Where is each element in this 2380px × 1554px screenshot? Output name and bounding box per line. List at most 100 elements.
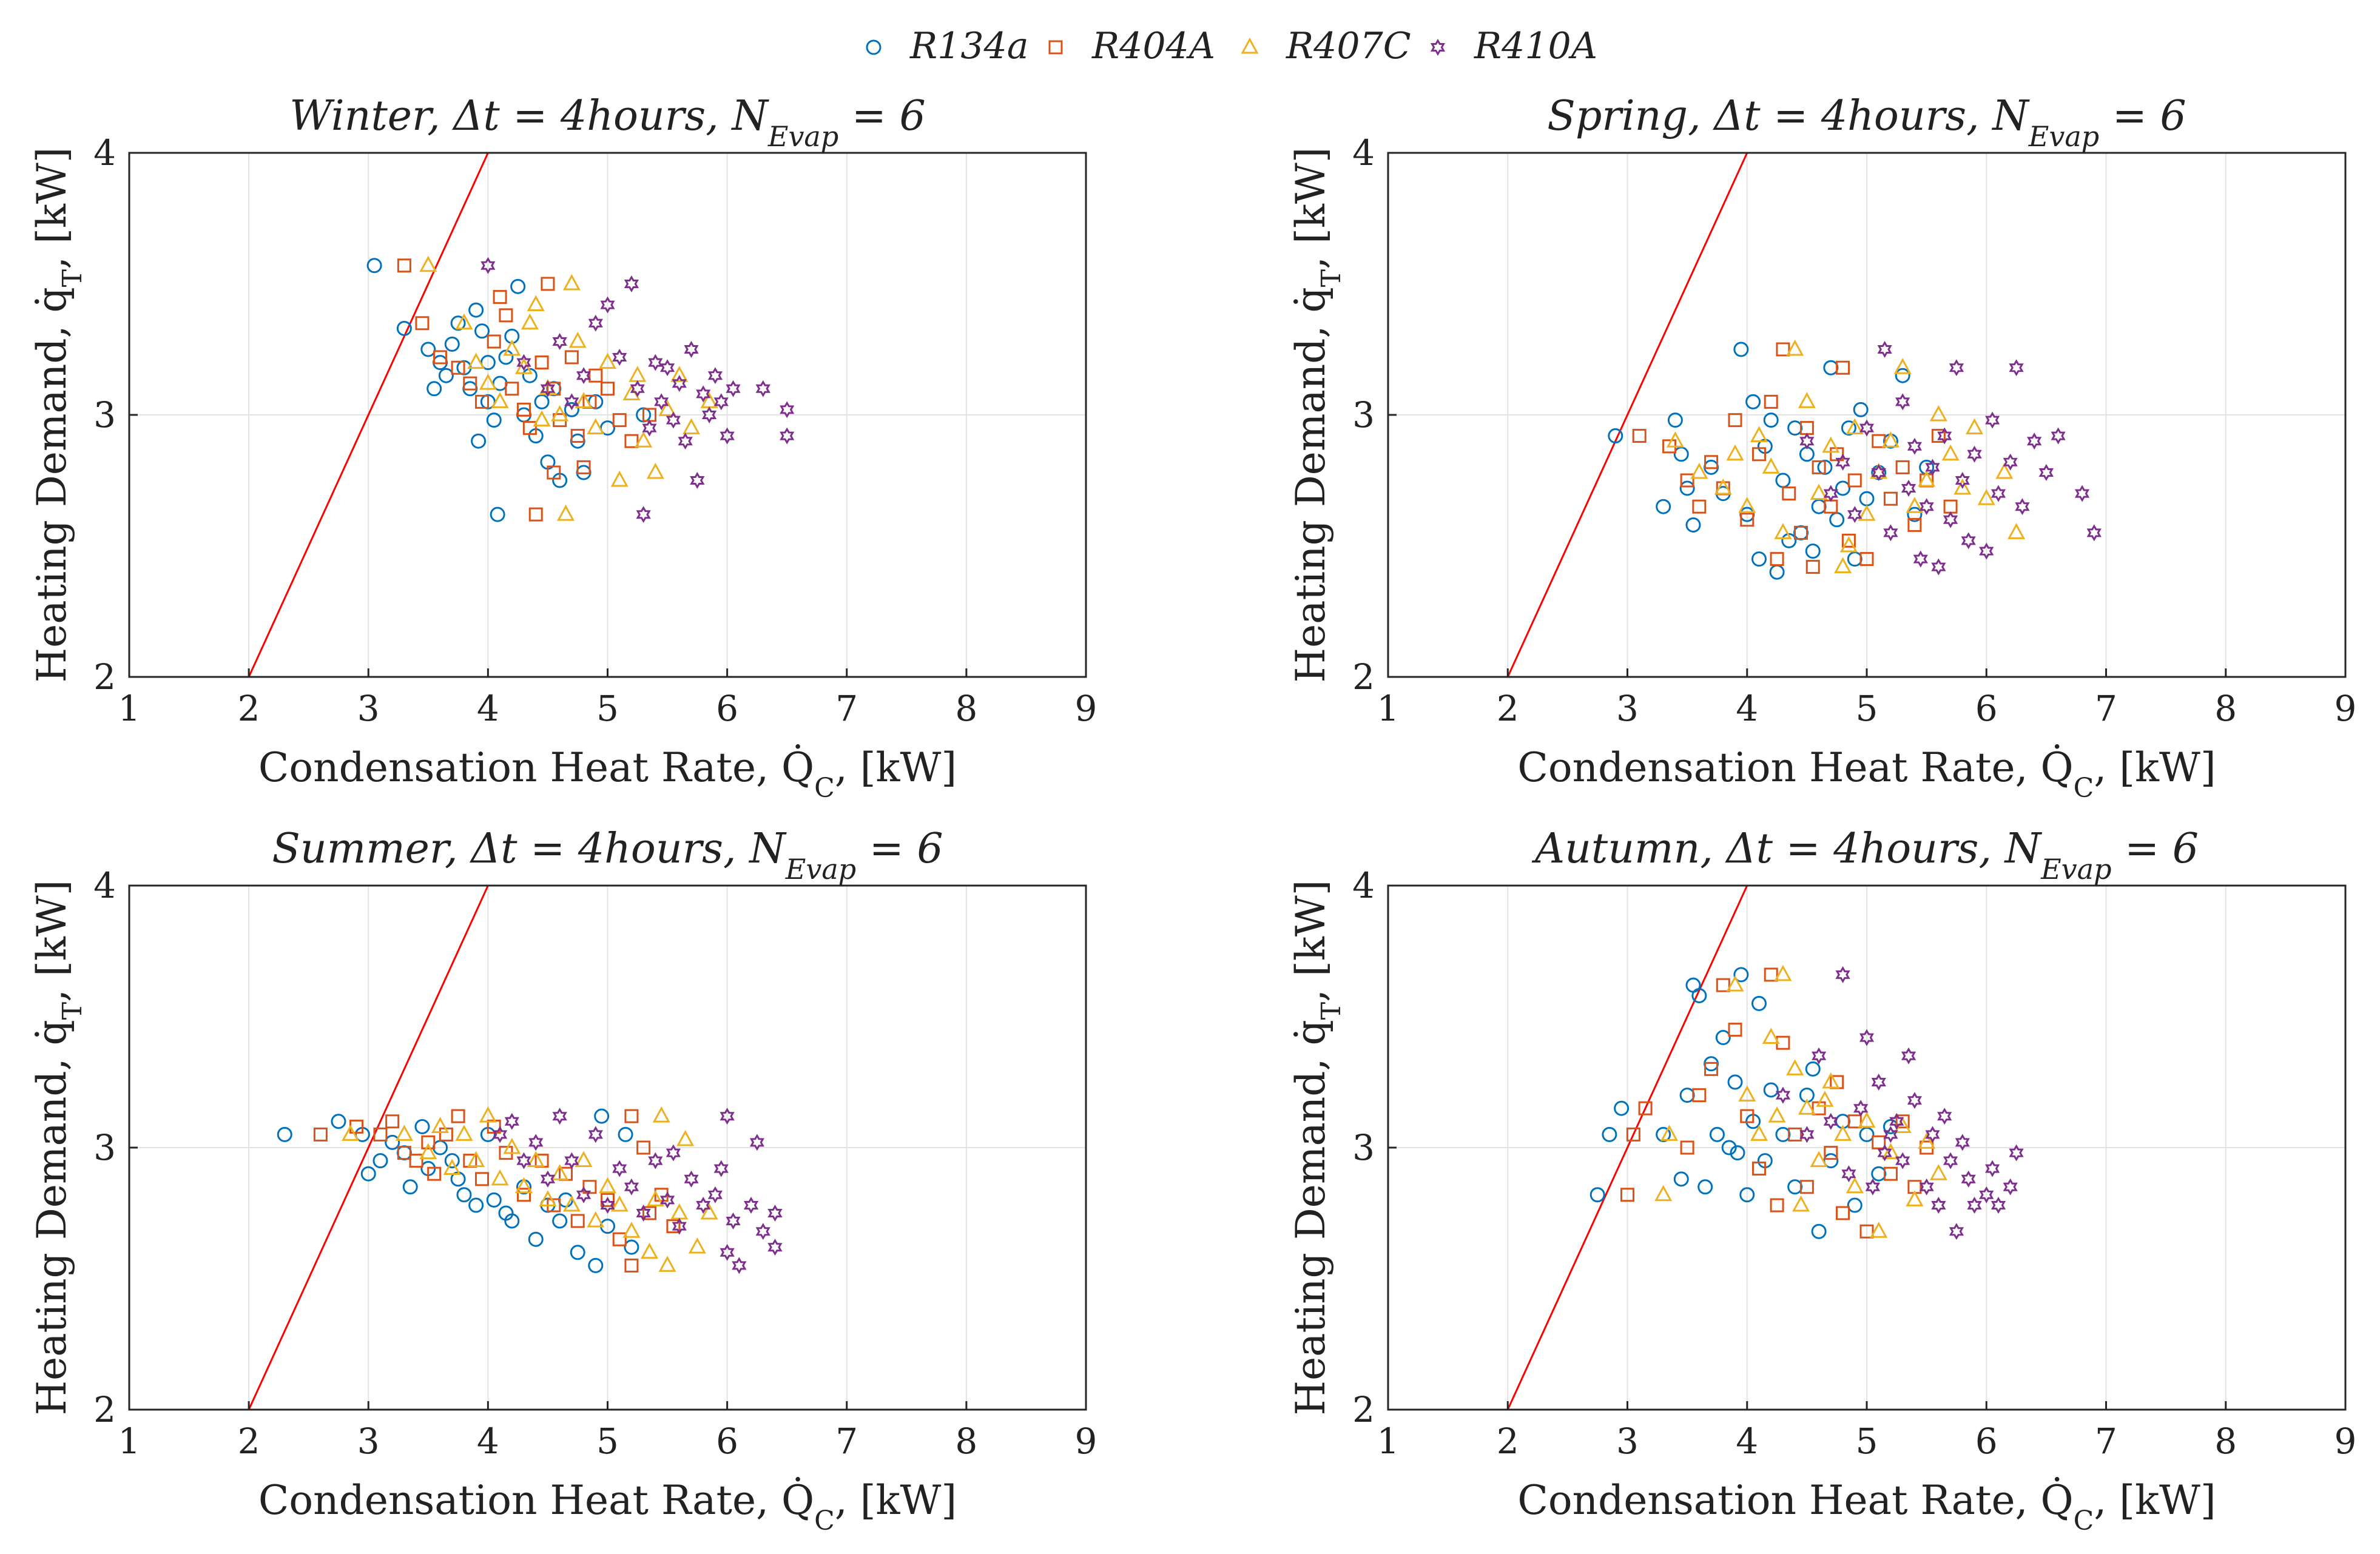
point-r410a — [636, 506, 651, 523]
point-r410a — [1799, 1126, 1815, 1143]
point-r404a — [666, 1219, 681, 1234]
reference-line — [1506, 153, 1748, 677]
point-r404a — [1776, 342, 1790, 357]
point-r134a — [1715, 1030, 1731, 1046]
point-r407c — [1726, 444, 1744, 461]
point-r410a — [612, 1160, 627, 1177]
point-r410a — [1991, 485, 2006, 502]
x-tick-label: 9 — [2334, 688, 2357, 729]
x-tick-label: 2 — [238, 1421, 260, 1462]
legend-marker-r134a — [866, 39, 882, 55]
point-r407c — [1977, 489, 1995, 505]
x-tick-label: 5 — [1856, 1421, 1878, 1462]
point-r134a — [618, 1126, 633, 1142]
point-r404a — [1751, 447, 1766, 462]
point-r410a — [1901, 1047, 1916, 1065]
point-r404a — [1638, 1101, 1653, 1115]
point-r404a — [588, 368, 603, 383]
point-r404a — [1680, 473, 1694, 488]
x-tick-label: 3 — [1616, 688, 1639, 729]
point-r410a — [612, 349, 627, 366]
point-r134a — [420, 341, 436, 357]
x-tick-label: 3 — [1616, 1421, 1639, 1462]
point-r407c — [395, 1125, 413, 1141]
point-r134a — [373, 1153, 388, 1169]
point-r404a — [642, 1206, 656, 1220]
point-r410a — [2009, 1144, 2024, 1162]
x-tick-label: 4 — [477, 1421, 499, 1462]
x-tick-label: 8 — [2214, 688, 2237, 729]
point-r404a — [1895, 460, 1910, 474]
point-r407c — [1906, 497, 1924, 513]
point-r410a — [504, 1112, 519, 1130]
point-r407c — [1941, 444, 1960, 461]
point-r407c — [1929, 405, 1947, 422]
point-r407c — [455, 313, 473, 330]
x-tick-label: 6 — [1975, 1421, 1998, 1462]
x-axis-label: Condensation Heat Rate, Q̇C, [kW] — [258, 1477, 957, 1536]
point-r410a — [732, 1257, 747, 1274]
point-r410a — [666, 1144, 681, 1162]
point-r410a — [713, 1160, 729, 1177]
point-r407c — [491, 392, 509, 408]
point-r410a — [672, 1217, 687, 1235]
point-r407c — [1822, 436, 1840, 453]
point-r404a — [636, 1140, 651, 1155]
point-r407c — [1750, 426, 1768, 443]
x-tick-label: 4 — [477, 688, 499, 729]
point-r407c — [1774, 964, 1792, 981]
y-tick-label: 3 — [93, 1127, 116, 1168]
point-r410a — [2009, 359, 2024, 377]
point-r407c — [1846, 1177, 1864, 1194]
point-r134a — [486, 1192, 502, 1208]
point-r410a — [720, 427, 735, 445]
point-r407c — [1881, 1143, 1900, 1160]
point-r410a — [540, 380, 556, 397]
legend-item-r407c: R407C — [1241, 25, 1411, 67]
point-r410a — [600, 1197, 615, 1214]
point-r407c — [1834, 1125, 1852, 1141]
point-r404a — [451, 1109, 465, 1123]
point-r404a — [1728, 413, 1742, 428]
point-r407c — [646, 462, 664, 479]
point-r407c — [1954, 478, 1972, 495]
point-r410a — [516, 354, 531, 371]
point-r410a — [1883, 1126, 1898, 1143]
point-r407c — [1792, 1195, 1810, 1212]
point-r410a — [1943, 1152, 1958, 1169]
plot-title: Spring, Δt = 4hours, NEvap = 6 — [1547, 92, 2186, 153]
legend-label-r404a: R404A — [1091, 25, 1215, 67]
point-r404a — [433, 350, 448, 365]
point-r134a — [1847, 1197, 1863, 1213]
point-r410a — [648, 354, 663, 371]
point-r407c — [1762, 1028, 1780, 1044]
point-r407c — [1822, 1072, 1840, 1089]
point-r407c — [598, 1177, 617, 1194]
point-r410a — [1919, 498, 1934, 516]
point-r134a — [1733, 967, 1749, 983]
x-tick-label: 1 — [1377, 688, 1400, 729]
point-r404a — [487, 334, 501, 349]
point-r407c — [587, 418, 605, 435]
point-r407c — [670, 366, 689, 382]
point-r404a — [1841, 533, 1856, 548]
point-r407c — [455, 1125, 473, 1141]
point-r134a — [471, 433, 487, 449]
point-r404a — [612, 413, 627, 428]
point-r134a — [1907, 506, 1923, 522]
point-r134a — [1751, 995, 1767, 1011]
y-tick-label: 2 — [93, 1389, 116, 1430]
point-r410a — [1835, 966, 1850, 983]
point-r134a — [1763, 412, 1779, 428]
point-r410a — [1979, 1186, 1994, 1203]
point-r134a — [1685, 517, 1701, 533]
point-r410a — [654, 393, 669, 411]
legend-label-r134a: R134a — [909, 25, 1028, 67]
point-r134a — [1763, 1082, 1779, 1098]
point-r407c — [1798, 1098, 1816, 1115]
x-tick-label: 6 — [1975, 688, 1998, 729]
point-r410a — [1937, 1108, 1952, 1125]
